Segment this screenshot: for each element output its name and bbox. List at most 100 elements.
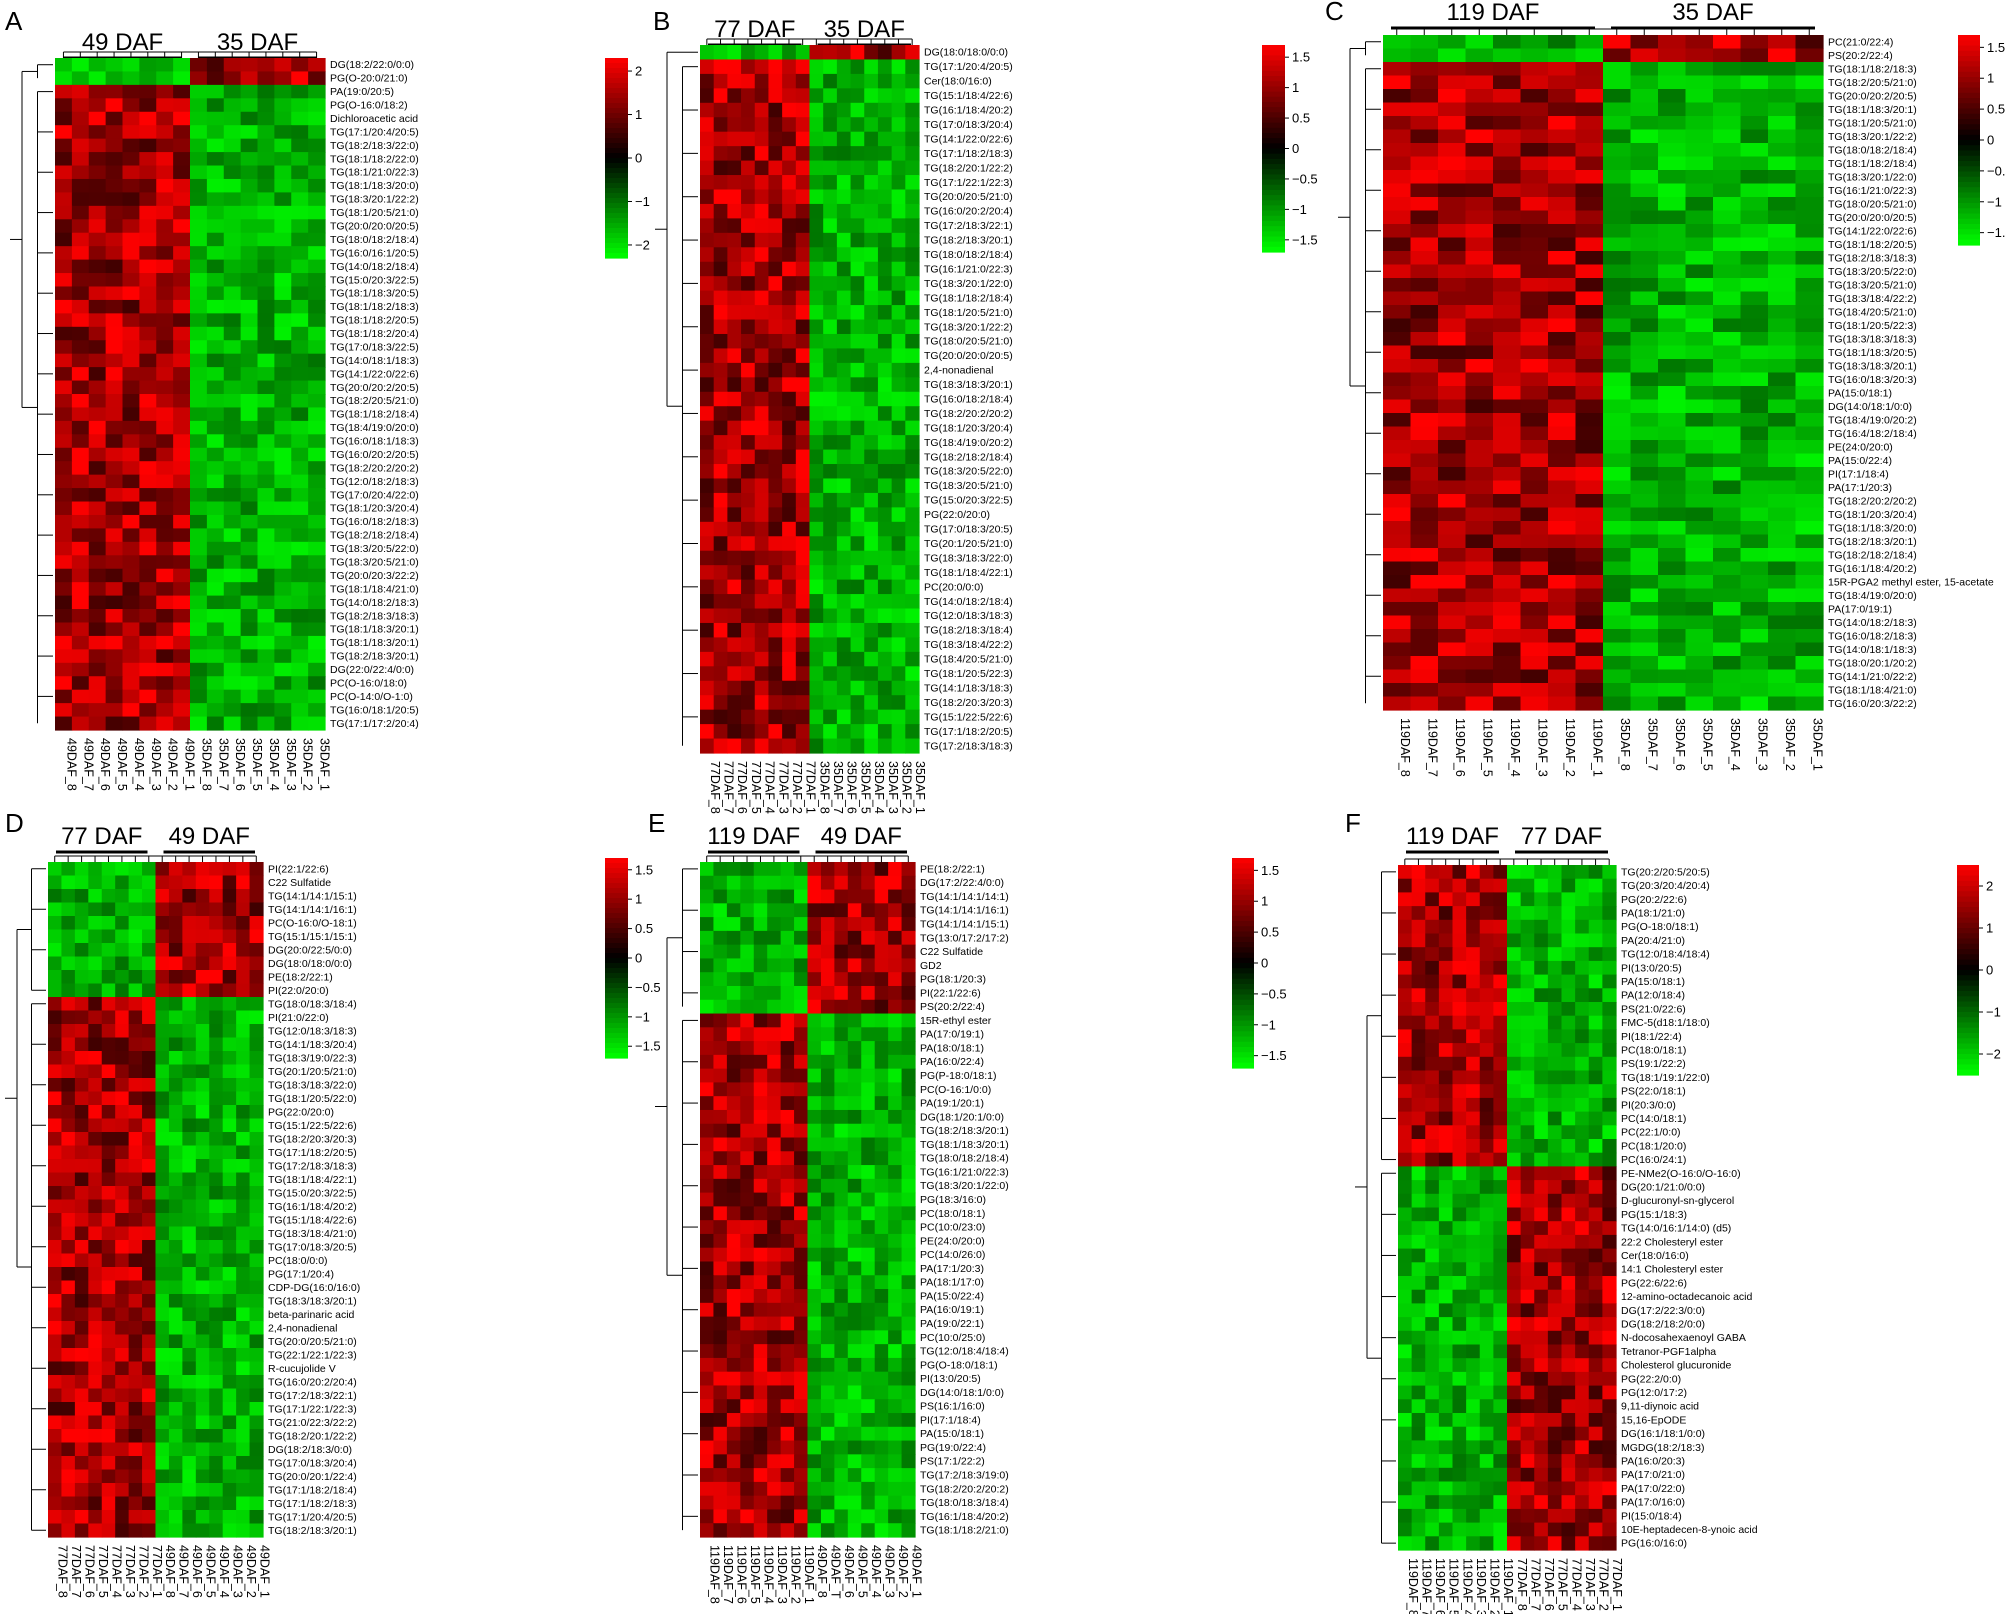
heatmap-cell: [55, 326, 73, 341]
heatmap-cell: [700, 73, 715, 89]
heatmap-cell: [55, 71, 73, 86]
colorbar-segment: [605, 903, 628, 909]
heatmap-cell: [122, 622, 140, 637]
heatmap-cell: [713, 1247, 728, 1263]
heatmap-cell: [753, 1247, 768, 1263]
heatmap-cell: [1685, 156, 1714, 171]
heatmap-cell: [768, 651, 783, 667]
heatmap-cell: [1520, 988, 1535, 1003]
heatmap-cell: [88, 875, 103, 890]
heatmap-cell: [795, 261, 811, 277]
row-label: PG(18:3/16:0): [920, 1194, 986, 1206]
heatmap-cell: [190, 541, 208, 556]
heatmap-cell: [101, 929, 116, 944]
heatmap-cell: [1768, 237, 1797, 252]
heatmap-cell: [700, 1041, 715, 1056]
row-label: TG(18:1/20:5/21:0): [330, 207, 419, 219]
heatmap-cell: [128, 983, 143, 998]
heatmap-cell: [905, 146, 920, 162]
heatmap-cell: [88, 1375, 103, 1390]
heatmap-cell: [700, 218, 715, 234]
heatmap-cell: [834, 1357, 849, 1373]
heatmap-cell: [700, 232, 715, 248]
heatmap-cell: [1713, 453, 1742, 468]
row-dendrogram: [1338, 41, 1381, 704]
heatmap-cell: [782, 478, 797, 494]
heatmap-cell: [726, 958, 741, 973]
panel-b: B 77 DAF 35 DAFDG(18:0/18:0/0:0)TG(17:1/20…: [653, 6, 1318, 814]
column-label: 77DAF_7: [69, 1545, 83, 1598]
heatmap-cell: [888, 1454, 903, 1469]
heatmap-cell: [274, 394, 292, 409]
heatmap-cell: [795, 377, 811, 393]
heatmap-cell: [115, 1159, 130, 1174]
heatmap-cell: [236, 1051, 251, 1066]
heatmap-cell: [71, 299, 90, 314]
heatmap-cell: [1575, 683, 1604, 698]
colorbar: 1.510.50−0.5−1−1.5: [1958, 35, 2006, 246]
heatmap-cell: [257, 514, 275, 529]
heatmap-cell: [257, 125, 275, 140]
heatmap-cell: [901, 917, 916, 932]
heatmap-cell: [206, 192, 225, 207]
heatmap-cell: [1768, 359, 1797, 374]
heatmap-cell: [1520, 1180, 1535, 1195]
heatmap-cell: [754, 131, 770, 147]
heatmap-cell: [834, 1523, 849, 1538]
heatmap-cell: [874, 1192, 889, 1207]
heatmap-cell: [48, 1037, 63, 1052]
heatmap-cell: [1520, 237, 1549, 252]
heatmap-cell: [727, 594, 742, 610]
heatmap-cell: [142, 1483, 157, 1498]
heatmap-cell: [236, 983, 251, 998]
heatmap-cell: [905, 464, 920, 480]
heatmap-cell: [190, 380, 208, 395]
heatmap-cell: [139, 582, 157, 597]
row-label: PA(17:0/19:1): [1828, 603, 1892, 615]
heatmap-cell: [223, 649, 242, 664]
heatmap-cell: [834, 1082, 849, 1097]
heatmap-cell: [88, 676, 107, 691]
heatmap-cell: [168, 943, 183, 958]
heatmap-cell: [741, 102, 756, 118]
heatmap-cell: [864, 666, 879, 682]
heatmap-cell: [105, 635, 124, 650]
heatmap-cell: [1547, 947, 1563, 962]
heatmap-cell: [61, 1294, 76, 1309]
heatmap-cell: [71, 541, 90, 556]
heatmap-cell: [101, 956, 116, 971]
heatmap-cell: [780, 1041, 795, 1056]
heatmap-cell: [877, 218, 893, 234]
heatmap-cell: [182, 916, 197, 931]
heatmap-cell: [768, 333, 783, 350]
heatmap-cell: [700, 1247, 715, 1263]
heatmap-cell: [182, 1375, 197, 1390]
heatmap-cell: [888, 1468, 903, 1483]
row-label: TG(17:1/20:4/20:5): [268, 1511, 357, 1523]
heatmap-cell: [874, 917, 889, 932]
heatmap-cell: [1575, 1111, 1590, 1126]
heatmap-cell: [1548, 75, 1577, 90]
heatmap-cell: [206, 273, 225, 288]
heatmap-cell: [71, 98, 90, 113]
heatmap-cell: [139, 138, 157, 153]
heatmap-cell: [754, 175, 770, 191]
heatmap-cell: [1410, 278, 1439, 293]
heatmap-cell: [834, 1137, 849, 1152]
heatmap-cell: [223, 582, 242, 597]
heatmap-cell: [1466, 1111, 1481, 1126]
heatmap-cell: [850, 666, 865, 682]
heatmap-cell: [700, 565, 715, 581]
heatmap-cell: [156, 716, 174, 731]
heatmap-cell: [128, 970, 143, 985]
heatmap-cell: [139, 716, 157, 731]
row-label: TG(18:0/18:2/18:4): [924, 249, 1013, 261]
heatmap-cell: [847, 1151, 862, 1166]
heatmap-cell: [55, 555, 73, 570]
heatmap-cell: [768, 348, 783, 364]
heatmap-cell: [1425, 960, 1440, 976]
heatmap-cell: [782, 507, 797, 523]
heatmap-cell: [834, 1385, 849, 1400]
heatmap-cell: [223, 178, 242, 193]
heatmap-cell: [901, 1481, 916, 1497]
